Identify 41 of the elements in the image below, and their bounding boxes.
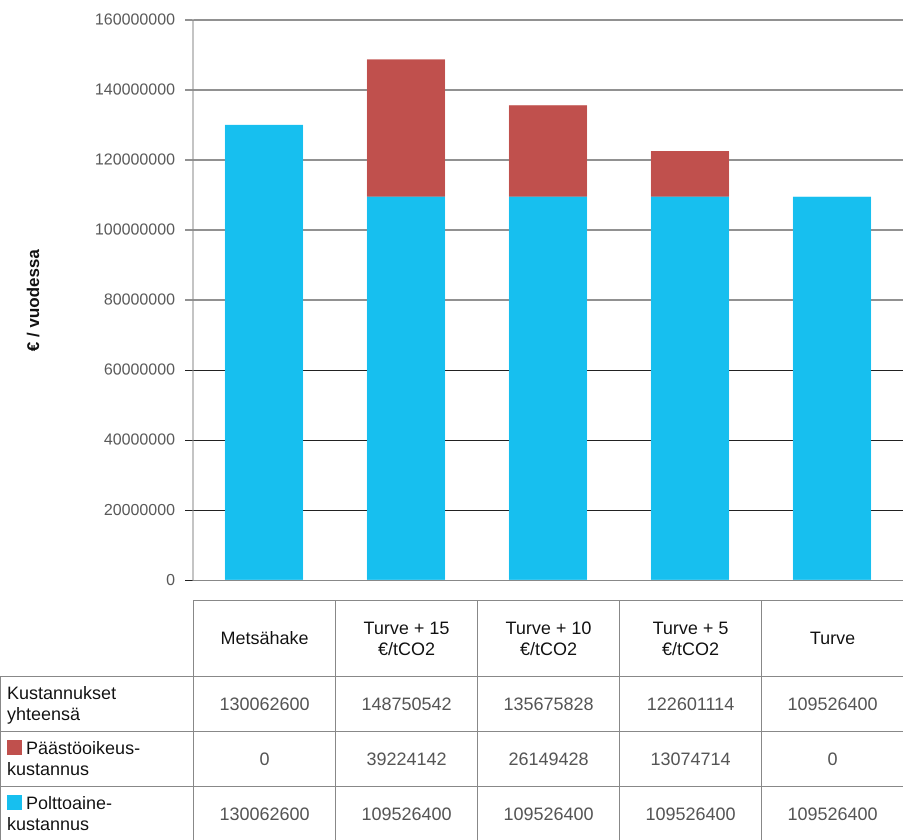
text: 122601114 (620, 676, 762, 732)
x-tick-label: Turve + 5 €/tCO2 (620, 600, 762, 676)
text: 109526400 (762, 676, 903, 732)
bar (224, 124, 304, 580)
legend-label: Päästöoikeus-kustannus (0, 732, 194, 786)
x-tick-label: Metsähake (194, 600, 336, 676)
text: 148750542 (336, 676, 478, 732)
y-tick-label: 140000000 (94, 81, 176, 98)
y-axis-title: € / vuodessa (24, 248, 43, 352)
bar (792, 196, 872, 580)
data-label: 26149428 (478, 732, 620, 786)
y-tick-label: 40000000 (104, 432, 176, 449)
bar (650, 196, 730, 580)
x-tick-label: Turve + 10 €/tCO2 (478, 600, 620, 676)
y-tick-label: 60000000 (104, 362, 176, 379)
x-tick-label: Turve + 15 €/tCO2 (336, 600, 478, 676)
y-tick-label: 100000000 (94, 222, 176, 239)
bar (366, 196, 446, 580)
bar (508, 105, 588, 197)
legend-label: Polttoaine-kustannus (0, 786, 194, 840)
y-tick-label: 20000000 (104, 502, 176, 519)
data-label: 39224142 (336, 732, 478, 786)
data-label: 0 (762, 732, 903, 786)
text: 130062600 (194, 676, 336, 732)
data-label: 109526400 (762, 786, 903, 840)
bar (366, 59, 446, 197)
y-tick-label: 120000000 (94, 152, 176, 169)
y-tick-label: 80000000 (104, 292, 176, 309)
y-tick-label: 160000000 (94, 11, 176, 28)
text: 135675828 (478, 676, 620, 732)
bar (650, 150, 730, 197)
text: Kustannukset yhteensä (0, 676, 194, 732)
data-label: 130062600 (194, 786, 336, 840)
bar (508, 196, 588, 580)
data-label: 13074714 (620, 732, 762, 786)
data-label: 109526400 (478, 786, 620, 840)
x-tick-label: Turve (762, 600, 903, 676)
data-label: 109526400 (336, 786, 478, 840)
y-tick-label: 0 (166, 572, 176, 589)
data-label: 109526400 (620, 786, 762, 840)
data-label: 0 (194, 732, 336, 786)
